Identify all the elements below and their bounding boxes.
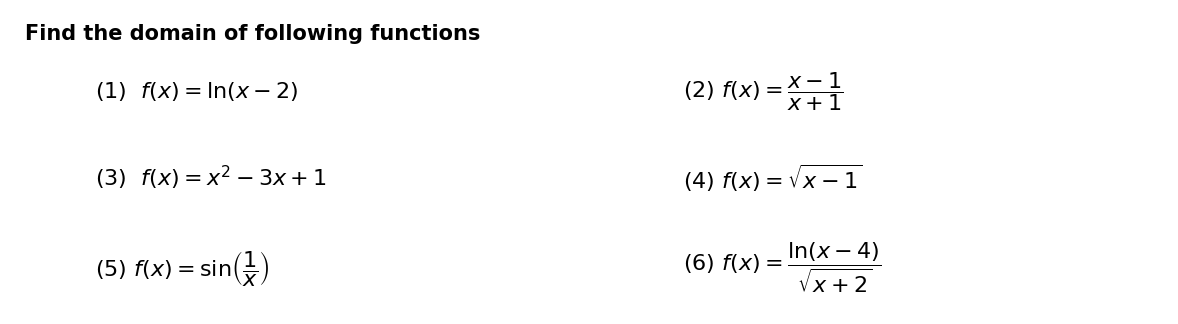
Text: (4) $f(x) = \sqrt{x - 1}$: (4) $f(x) = \sqrt{x - 1}$ [683,162,862,194]
Text: (6) $f(x) = \dfrac{\ln(x-4)}{\sqrt{x+2}}$: (6) $f(x) = \dfrac{\ln(x-4)}{\sqrt{x+2}}… [683,241,881,295]
Text: (3)  $f(x) = x^2 - 3x + 1$: (3) $f(x) = x^2 - 3x + 1$ [95,164,327,192]
Text: (1)  $f(x) = \ln(x - 2)$: (1) $f(x) = \ln(x - 2)$ [95,80,299,103]
Text: (5) $f(x) = \sin\!\left(\dfrac{1}{x}\right)$: (5) $f(x) = \sin\!\left(\dfrac{1}{x}\rig… [95,249,270,287]
Text: (2) $f(x) = \dfrac{x-1}{x+1}$: (2) $f(x) = \dfrac{x-1}{x+1}$ [683,70,843,113]
Text: Find the domain of following functions: Find the domain of following functions [25,24,481,44]
